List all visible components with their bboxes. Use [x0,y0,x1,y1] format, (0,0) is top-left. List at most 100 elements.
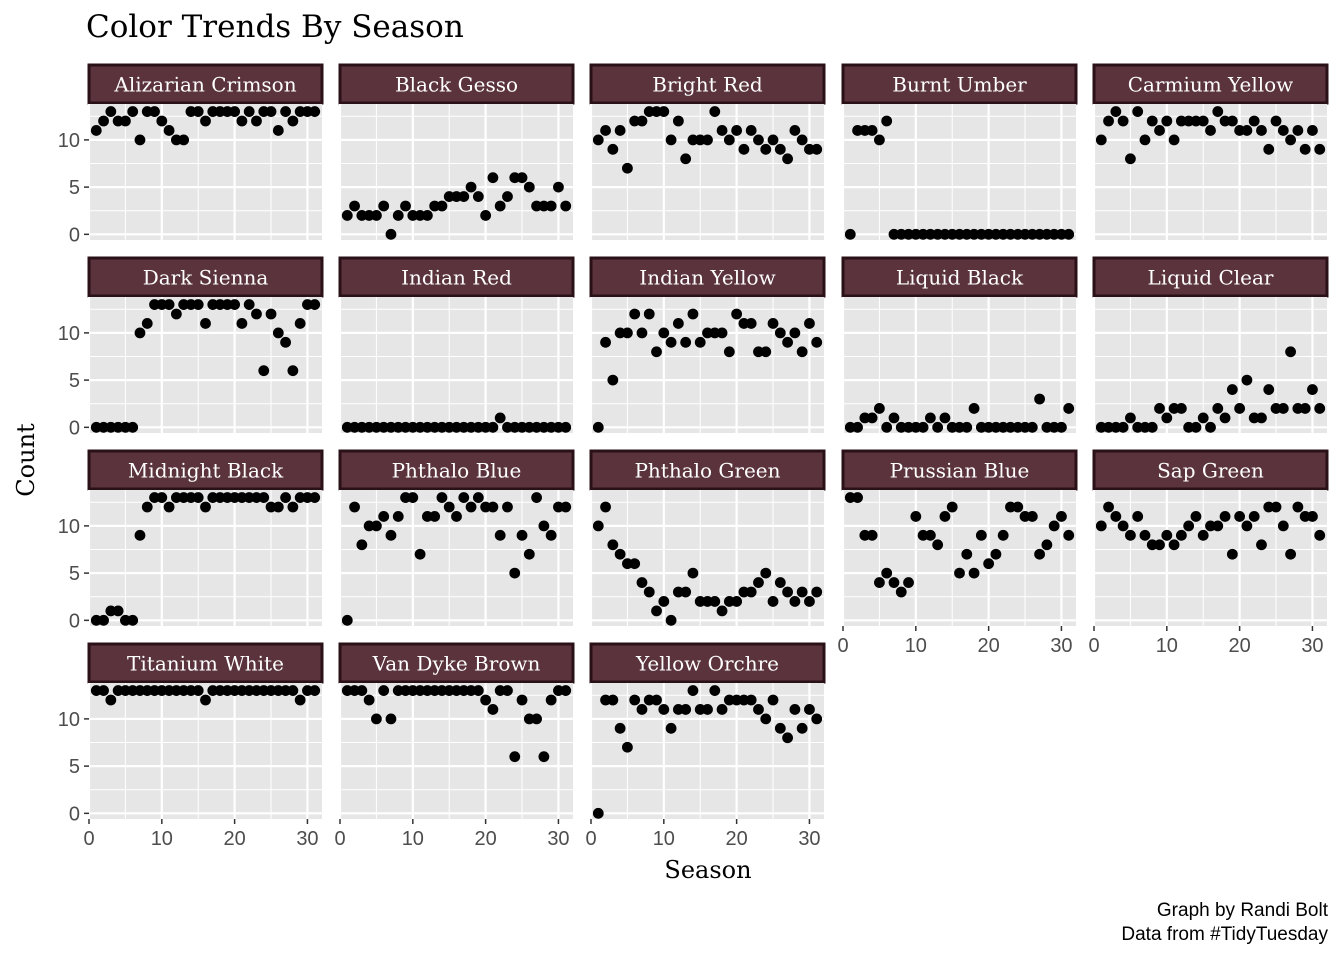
data-point [1256,539,1267,551]
facet-strip [1092,449,1329,491]
data-point [1226,115,1238,127]
data-point [229,106,241,117]
data-point [443,501,455,513]
data-point [545,694,557,706]
data-point [716,327,728,339]
data-point [385,713,397,725]
data-point [932,421,944,433]
data-point [782,732,793,744]
data-point [614,125,626,136]
data-point [804,596,815,607]
data-point [874,577,885,588]
data-point [774,327,786,339]
data-point [502,191,513,202]
data-point [141,318,153,329]
y-tick-label: 5 [69,177,80,199]
data-point [1314,143,1326,155]
data-point [1263,384,1275,395]
data-point [716,125,728,136]
data-point [903,577,914,588]
data-point [665,722,677,734]
data-point [774,722,786,734]
data-point [629,694,641,706]
data-point [1314,529,1326,541]
data-point [1056,421,1067,433]
data-point [341,210,353,221]
data-point [629,308,641,320]
data-point [480,210,492,221]
data-point [1146,421,1158,433]
x-tick-label: 20 [475,828,497,850]
facet-strip [841,449,1078,491]
data-point [745,125,757,136]
data-point [1270,501,1282,513]
data-point [1117,421,1129,433]
data-point [1034,548,1045,560]
data-point [1314,403,1326,414]
data-point [607,694,619,706]
y-tick-label: 5 [69,370,80,392]
facet-strip-label: Sap Green [1157,459,1264,483]
data-point [852,421,863,433]
y-tick-label: 10 [58,709,80,731]
data-point [665,134,677,146]
data-point [200,115,211,127]
data-point [1095,134,1107,146]
panel-background [1094,104,1327,240]
facet-indian-yellow: Indian Yellow [589,256,826,433]
data-point [1139,529,1151,541]
data-point [782,336,793,348]
y-tick-label: 0 [69,610,80,632]
facet-strip-label: Indian Red [401,266,512,290]
data-point [600,125,611,136]
data-point [553,181,564,193]
data-point [258,365,270,377]
data-point [371,210,382,221]
data-point [1103,501,1114,513]
facet-strip [338,256,575,298]
x-tick-label: 30 [547,828,569,850]
data-point [538,520,550,532]
panel-background [89,104,322,240]
data-point [1307,511,1318,522]
facet-strip [87,256,324,298]
data-point [983,558,995,570]
y-tick-label: 0 [69,224,80,246]
data-point [709,685,721,696]
data-point [1146,115,1158,127]
facet-strip-label: Van Dyke Brown [372,652,541,676]
data-point [753,134,764,146]
data-point [163,501,175,513]
data-point [1190,421,1202,433]
data-point [782,153,793,165]
data-point [592,134,604,146]
data-point [1103,115,1114,127]
data-point [487,172,499,184]
x-tick-label: 20 [978,635,1000,657]
data-point [636,704,648,715]
data-point [236,318,248,329]
x-tick-label: 0 [1088,635,1099,657]
data-point [874,403,885,414]
data-point [1263,143,1275,155]
x-tick-label: 10 [151,828,173,850]
data-point [1307,384,1318,395]
data-point [287,115,299,127]
data-point [1110,511,1122,522]
data-point [494,529,506,541]
data-point [105,106,117,117]
data-point [178,134,190,146]
data-point [523,181,535,193]
data-point [753,577,764,588]
y-tick-label: 5 [69,563,80,585]
data-point [796,346,808,358]
facet-strip-label: Carmium Yellow [1128,73,1294,97]
y-tick-label: 10 [58,130,80,152]
x-tick-label: 10 [905,635,927,657]
data-point [192,299,204,310]
data-point [866,125,878,136]
data-point [975,529,987,541]
facet-strip-label: Indian Yellow [639,266,775,290]
facet-strip-label: Alizarian Crimson [113,73,296,97]
x-tick-label: 10 [1156,635,1178,657]
